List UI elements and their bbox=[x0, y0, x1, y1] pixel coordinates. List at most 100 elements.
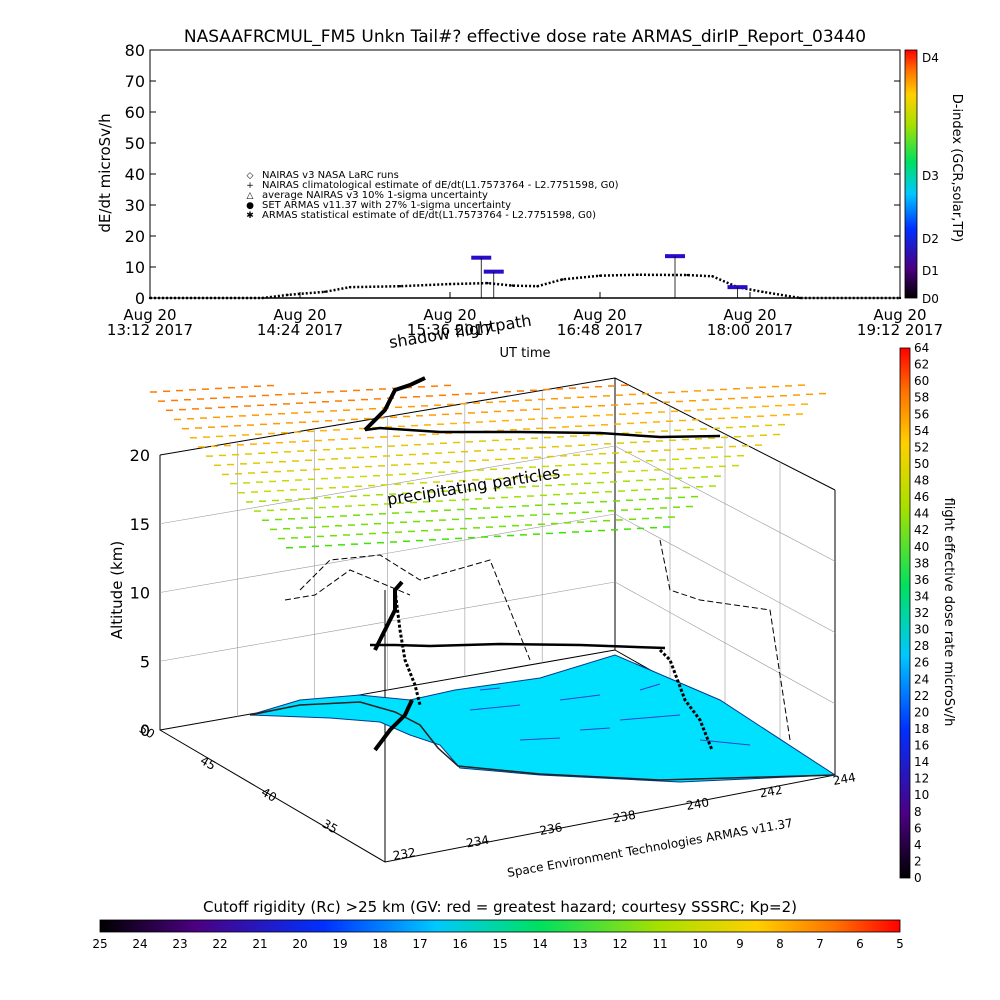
flightpath-top bbox=[364, 426, 721, 439]
cutoff-rigidity-tick-label: 19 bbox=[332, 937, 347, 951]
nairas-climatology-point bbox=[686, 273, 689, 277]
top-x-tick-date: Aug 20 bbox=[573, 306, 626, 324]
longitude-tick-label: 242 bbox=[758, 783, 783, 801]
top-x-tick-time: 16:48 2017 bbox=[557, 321, 643, 339]
legend-entry: average NAIRAS v3 10% 1-sigma uncertaint… bbox=[262, 190, 488, 201]
surface-contours bbox=[469, 683, 751, 746]
contour-segment bbox=[559, 694, 601, 701]
contour-segment bbox=[519, 737, 561, 741]
d-index-label: D-index (GCR,solar,TP) bbox=[949, 94, 964, 242]
cutoff-rigidity-tick-label: 24 bbox=[132, 937, 147, 951]
dose-rate-tick-label: 52 bbox=[914, 440, 929, 454]
top-y-tick-label: 0 bbox=[135, 289, 145, 308]
dose-rate-tick-label: 24 bbox=[914, 672, 929, 686]
contour-segment bbox=[479, 687, 501, 691]
nairas-climatology-point bbox=[486, 281, 489, 285]
nairas-climatology-point bbox=[398, 285, 402, 288]
d-index-tick-label: D2 bbox=[922, 232, 939, 246]
top-y-tick-label: 30 bbox=[125, 196, 145, 215]
top-y-tick-label: 50 bbox=[125, 134, 145, 153]
d-index-tick-label: D0 bbox=[922, 292, 939, 306]
figure-title: NASAAFRCMUL_FM5 Unkn Tail#? effective do… bbox=[184, 27, 866, 47]
latitude-tick-label: 50 bbox=[137, 722, 157, 742]
top-y-axis: 0 10 20 30 40 50 60 70 80 bbox=[125, 41, 900, 308]
contour-segment bbox=[619, 714, 681, 721]
contour-segment bbox=[579, 727, 611, 731]
dose-rate-tick-label: 54 bbox=[914, 424, 929, 438]
nairas-climatology-point bbox=[348, 285, 352, 289]
dose-rate-tick-label: 30 bbox=[914, 623, 929, 637]
top-x-label: UT time bbox=[500, 346, 551, 361]
dose-rate-tick-label: 36 bbox=[914, 573, 929, 587]
cutoff-rigidity-tick-label: 18 bbox=[372, 937, 387, 951]
top-y-tick-label: 10 bbox=[125, 258, 145, 277]
cutoff-rigidity-tick-label: 23 bbox=[172, 937, 187, 951]
altitude-label: Altitude (km) bbox=[108, 541, 126, 639]
dose-rate-tick-label: 10 bbox=[914, 788, 929, 802]
dose-rate-tick-label: 18 bbox=[914, 722, 929, 736]
cutoff-rigidity-tick-label: 10 bbox=[692, 937, 707, 951]
dose-rate-tick-label: 38 bbox=[914, 556, 929, 570]
cutoff-rigidity-tick-label: 15 bbox=[492, 937, 507, 951]
latitude-tick-label: 45 bbox=[198, 753, 218, 773]
cutoff-rigidity-tick-label: 25 bbox=[92, 937, 107, 951]
cutoff-rigidity-tick-label: 5 bbox=[896, 937, 904, 951]
longitude-tick-label: 236 bbox=[538, 820, 563, 838]
cutoff-rigidity-tick-label: 21 bbox=[252, 937, 267, 951]
top-legend: ◇ NAIRAS v3 NASA LaRC runs + NAIRAS climato… bbox=[246, 170, 619, 221]
longitude-tick-label: 232 bbox=[392, 845, 417, 863]
dose-rate-tick-label: 26 bbox=[914, 656, 929, 670]
altitude-tick-label: 15 bbox=[130, 515, 150, 534]
nairas-climatology-point bbox=[636, 273, 639, 276]
top-x-tick-date: Aug 20 bbox=[423, 306, 476, 324]
cutoff-rigidity-tick-label: 7 bbox=[816, 937, 824, 951]
top-y-tick-label: 20 bbox=[125, 227, 145, 246]
legend-symbol: ● bbox=[246, 201, 254, 211]
dose-rate-tick-label: 60 bbox=[914, 374, 929, 388]
nairas-climatology-point bbox=[286, 293, 289, 297]
dose-rate-tick-label: 22 bbox=[914, 689, 929, 703]
dose-rate-tick-label: 42 bbox=[914, 523, 929, 537]
longitude-tick-label: 240 bbox=[685, 795, 710, 813]
top-x-tick-time: 19:12 2017 bbox=[857, 321, 943, 339]
cutoff-rigidity-tick-label: 12 bbox=[612, 937, 627, 951]
cutoff-rigidity-colorbar-group: Cutoff rigidity (Rc) >25 km (GV: red = g… bbox=[92, 898, 903, 951]
cutoff-rigidity-colorbar bbox=[99, 919, 901, 933]
legend-symbol: ✱ bbox=[246, 211, 254, 221]
altitude-tick-label: 0 bbox=[140, 721, 150, 740]
legend-symbol: + bbox=[246, 181, 254, 191]
latitude-ticks: 35 40 45 50 bbox=[137, 722, 340, 837]
nairas-climatology-point bbox=[148, 296, 152, 300]
altitude-tick-label: 5 bbox=[140, 652, 150, 671]
three-d-chart: shadow flightpath precipitating particle… bbox=[108, 311, 956, 885]
dose-rate-tick-label: 12 bbox=[914, 772, 929, 786]
latitude-tick-label: 35 bbox=[320, 817, 340, 837]
coastline bbox=[249, 701, 836, 781]
dose-rate-tick-label: 2 bbox=[914, 854, 922, 868]
nairas-climatology-point bbox=[598, 274, 602, 277]
dose-rate-label: flight effective dose rate microSv/h bbox=[941, 498, 956, 727]
legend-symbol: ◇ bbox=[247, 171, 254, 181]
cutoff-rigidity-tick-label: 8 bbox=[776, 937, 784, 951]
top-x-tick-date: Aug 20 bbox=[723, 306, 776, 324]
grid-line bbox=[614, 445, 836, 562]
longitude-tick-label: 244 bbox=[832, 770, 857, 788]
dose-rate-tick-label: 64 bbox=[914, 341, 929, 355]
longitude-tick-label: 238 bbox=[612, 808, 637, 826]
dose-rate-tick-label: 58 bbox=[914, 391, 929, 405]
nairas-climatology-line bbox=[150, 273, 900, 300]
top-series-layer bbox=[148, 254, 902, 300]
grid-line bbox=[614, 513, 836, 633]
top-x-tick-time: 14:24 2017 bbox=[257, 321, 343, 339]
nairas-climatology-point bbox=[511, 284, 514, 287]
d-index-ticks: D0 D1 D2 D3 D4 bbox=[922, 51, 939, 306]
grid-line bbox=[159, 513, 616, 593]
nairas-climatology-point bbox=[448, 282, 452, 286]
nairas-climatology-point bbox=[561, 278, 564, 281]
d-index-tick-label: D3 bbox=[922, 169, 939, 183]
climb-profiles bbox=[363, 376, 426, 752]
dose-rate-ticks: 0246810121416182022242628303234363840424… bbox=[914, 341, 929, 885]
cutoff-rigidity-tick-label: 22 bbox=[212, 937, 227, 951]
dose-rate-tick-label: 44 bbox=[914, 507, 929, 521]
